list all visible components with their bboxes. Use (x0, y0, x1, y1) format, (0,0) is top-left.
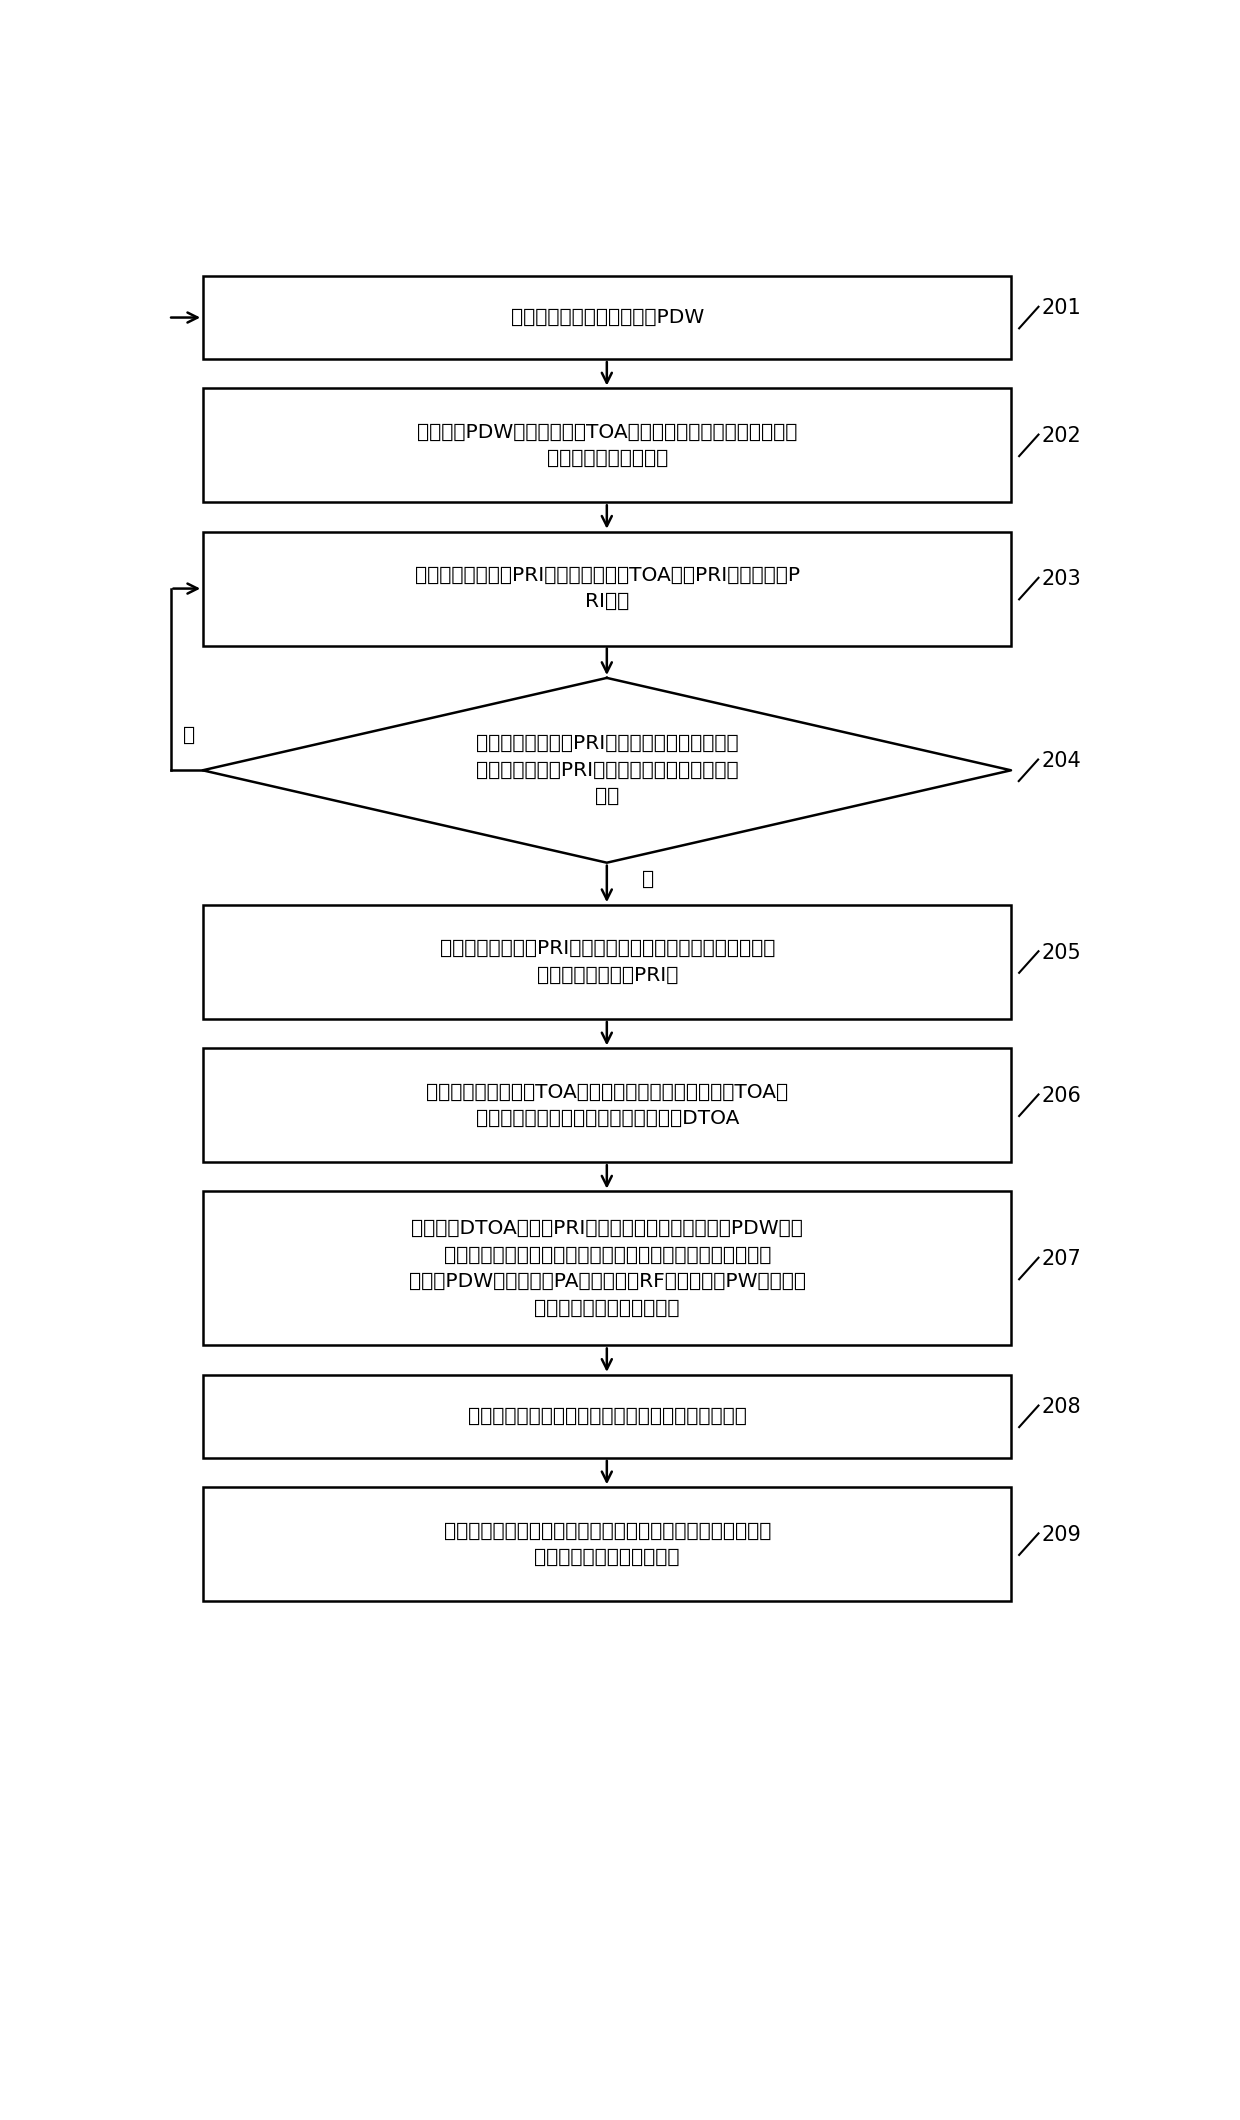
Bar (203, 1486, 1012, 1601)
Bar (203, 1374, 1012, 1459)
Text: 通过线性估计方法，确定所述像素点对应的多条直线: 通过线性估计方法，确定所述像素点对应的多条直线 (467, 1408, 746, 1427)
Text: 否: 否 (184, 727, 196, 744)
Text: 根据所述DTOA对所述PRI值进行求余运算，计算所述PDW对应
的参数个数，根据所述求余结果以及所述个数生成二维平面，
将所述PDW的脉冲幅度PA、载波频率RF: 根据所述DTOA对所述PRI值进行求余运算，计算所述PDW对应 的参数个数，根据… (409, 1219, 806, 1319)
Bar (203, 532, 1012, 647)
Text: 是: 是 (642, 869, 653, 888)
Text: 检测平滑处理后的PRI谱图中的数据峰值中的第一个峰值，识
别所述峰值对应的PRI值: 检测平滑处理后的PRI谱图中的数据峰值中的第一个峰值，识 别所述峰值对应的PRI… (439, 939, 775, 986)
Bar (203, 905, 1012, 1020)
Text: 203: 203 (1042, 570, 1081, 589)
Text: 204: 204 (1042, 750, 1081, 772)
Text: 206: 206 (1042, 1085, 1081, 1107)
Bar (203, 1191, 1012, 1346)
Text: 采用切比雪夫方法对所述直线进行拟合，将拟合结果中的直线
对应的脉冲确定为分选结果: 采用切比雪夫方法对所述直线进行拟合，将拟合结果中的直线 对应的脉冲确定为分选结果 (444, 1522, 771, 1567)
Text: 207: 207 (1042, 1249, 1081, 1270)
Text: 通过脉冲重复间隔PRI变换公式对所述TOA进行PRI变换，得到P
RI谱图: 通过脉冲重复间隔PRI变换公式对所述TOA进行PRI变换，得到P RI谱图 (414, 566, 800, 611)
Text: 采用所述PDW中的到达时间TOA参数表示脉冲，脉冲列可以确定
为多个冲激信号的集合: 采用所述PDW中的到达时间TOA参数表示脉冲，脉冲列可以确定 为多个冲激信号的集… (417, 422, 797, 469)
Text: 获取接收脉冲的脉冲描述字PDW: 获取接收脉冲的脉冲描述字PDW (511, 307, 704, 326)
Text: 205: 205 (1042, 943, 1081, 962)
Text: 201: 201 (1042, 299, 1081, 318)
Bar (203, 1047, 1012, 1162)
Text: 通过所有脉冲对应的TOA与接收到的第一个脉冲对应的TOA进
行减法运算，得到脉冲列的到达时间差DTOA: 通过所有脉冲对应的TOA与接收到的第一个脉冲对应的TOA进 行减法运算，得到脉冲… (427, 1083, 789, 1128)
Bar (203, 276, 1012, 358)
Bar (203, 388, 1012, 502)
Text: 202: 202 (1042, 426, 1081, 445)
Text: 208: 208 (1042, 1397, 1081, 1416)
Text: 209: 209 (1042, 1524, 1081, 1545)
Text: 采用滑动窗对所述PRI谱图中的数据进行平滑处
理，并判断所述PRI谱图中的数据是否存在数据
峰值: 采用滑动窗对所述PRI谱图中的数据进行平滑处 理，并判断所述PRI谱图中的数据是… (475, 734, 738, 806)
